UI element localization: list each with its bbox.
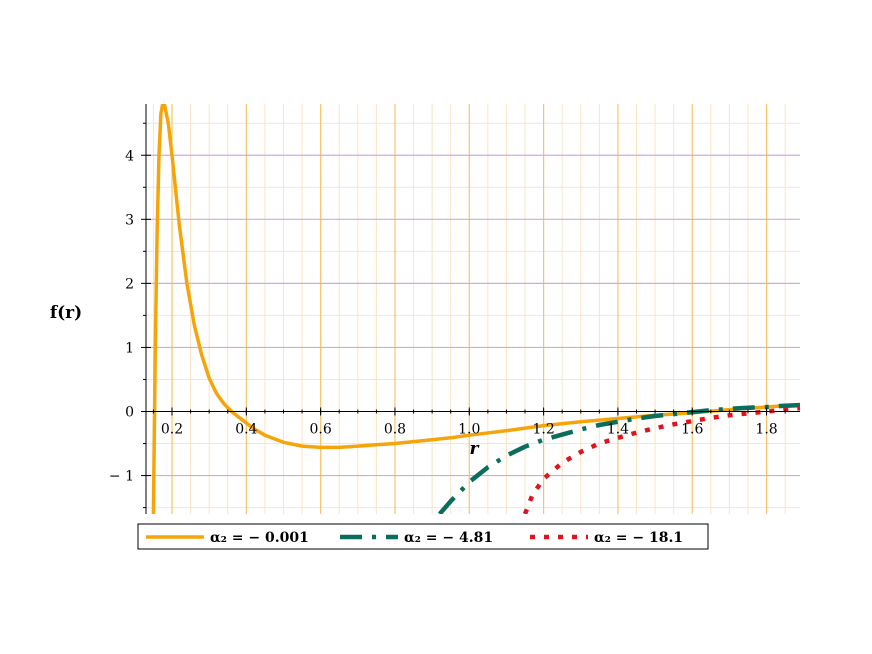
legend-label-2: α₂ = − 4.81	[404, 530, 493, 546]
y-tick-label: 3	[125, 212, 134, 228]
x-tick-label: 1.4	[607, 422, 629, 438]
major-gridlines	[146, 104, 800, 514]
y-axis-label: f(r)	[50, 303, 82, 323]
series-line-1	[151, 104, 800, 514]
x-tick-label: 0.8	[384, 422, 406, 438]
legend-box	[137, 523, 709, 550]
x-tick-label: 0.2	[161, 422, 183, 438]
series-line-3	[522, 406, 800, 514]
x-tick-label: 1.8	[755, 422, 777, 438]
series-line-2	[437, 402, 800, 514]
x-tick-label: 1.6	[681, 422, 703, 438]
x-axis-label: r	[470, 439, 480, 459]
x-tick-label: 1.0	[458, 422, 480, 438]
legend-label-3: α₂ = − 18.1	[594, 530, 683, 546]
x-tick-label: 0.4	[235, 422, 257, 438]
minor-gridlines	[146, 104, 800, 514]
y-tick-label: 4	[125, 148, 134, 164]
series-layer	[151, 104, 800, 514]
x-tick-label: 1.2	[532, 422, 554, 438]
axes	[145, 104, 800, 514]
legend-items: α₂ = − 0.001 α₂ = − 4.81 α₂ = − 18.1	[146, 530, 683, 546]
y-tick-label: − 1	[109, 469, 134, 485]
y-tick-label: 0	[125, 405, 134, 421]
legend-label-1: α₂ = − 0.001	[210, 530, 309, 546]
y-tick-label: 1	[125, 340, 134, 356]
ticks: 0.2 0.4 0.6 0.8 1.0 1.2 1.4 1.6 1.8 − 1 0 1 2 3 4	[109, 122, 786, 509]
x-tick-label: 0.6	[310, 422, 332, 438]
y-tick-label: 2	[125, 276, 134, 292]
legend: α₂ = − 0.001 α₂ = − 4.81 α₂ = − 18.1	[137, 523, 709, 550]
